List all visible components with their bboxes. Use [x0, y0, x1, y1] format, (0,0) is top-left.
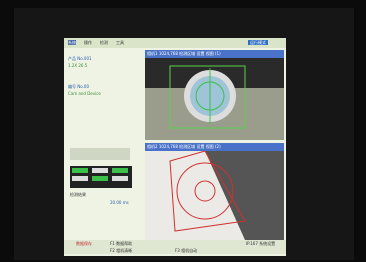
status-right: IP.167 系统设置	[246, 241, 275, 246]
status-label: 检测结果	[70, 192, 86, 197]
screen-photo: 系统 操作 检测 工具 运行模式 产品 No.001 1.2X 26.5 编号 …	[0, 0, 366, 262]
panel-title: 相机2 1024,768 检测区域 设置 视图 (2)	[147, 144, 221, 149]
info-line: 编号 No.00	[68, 84, 89, 89]
camera-view	[145, 58, 284, 140]
status-item[interactable]: F1 数据帮助	[110, 241, 132, 246]
info-line: 产品 No.001	[68, 56, 92, 61]
status-value: 20.00 ms	[110, 200, 129, 205]
panel-title: 相机1 1024,768 检测区域 设置 视图 (1)	[147, 51, 221, 56]
info-line: 1.2X 26.5	[68, 63, 87, 68]
menu-item[interactable]: 工具	[116, 40, 124, 45]
status-item[interactable]: F2 相机清晰	[110, 248, 132, 253]
mode-button[interactable]: 运行模式	[248, 40, 268, 45]
indicator-block	[70, 148, 130, 160]
menu-item[interactable]: 检测	[100, 40, 108, 45]
status-item[interactable]: 数据保存	[76, 241, 92, 246]
info-line: Cam and Device	[68, 91, 101, 96]
menu-item[interactable]: 操作	[84, 40, 92, 45]
status-item[interactable]: F3 相机自动	[175, 248, 197, 253]
camera-view	[145, 151, 284, 240]
menu-item[interactable]: 系统	[68, 40, 76, 45]
io-grid	[70, 166, 132, 188]
